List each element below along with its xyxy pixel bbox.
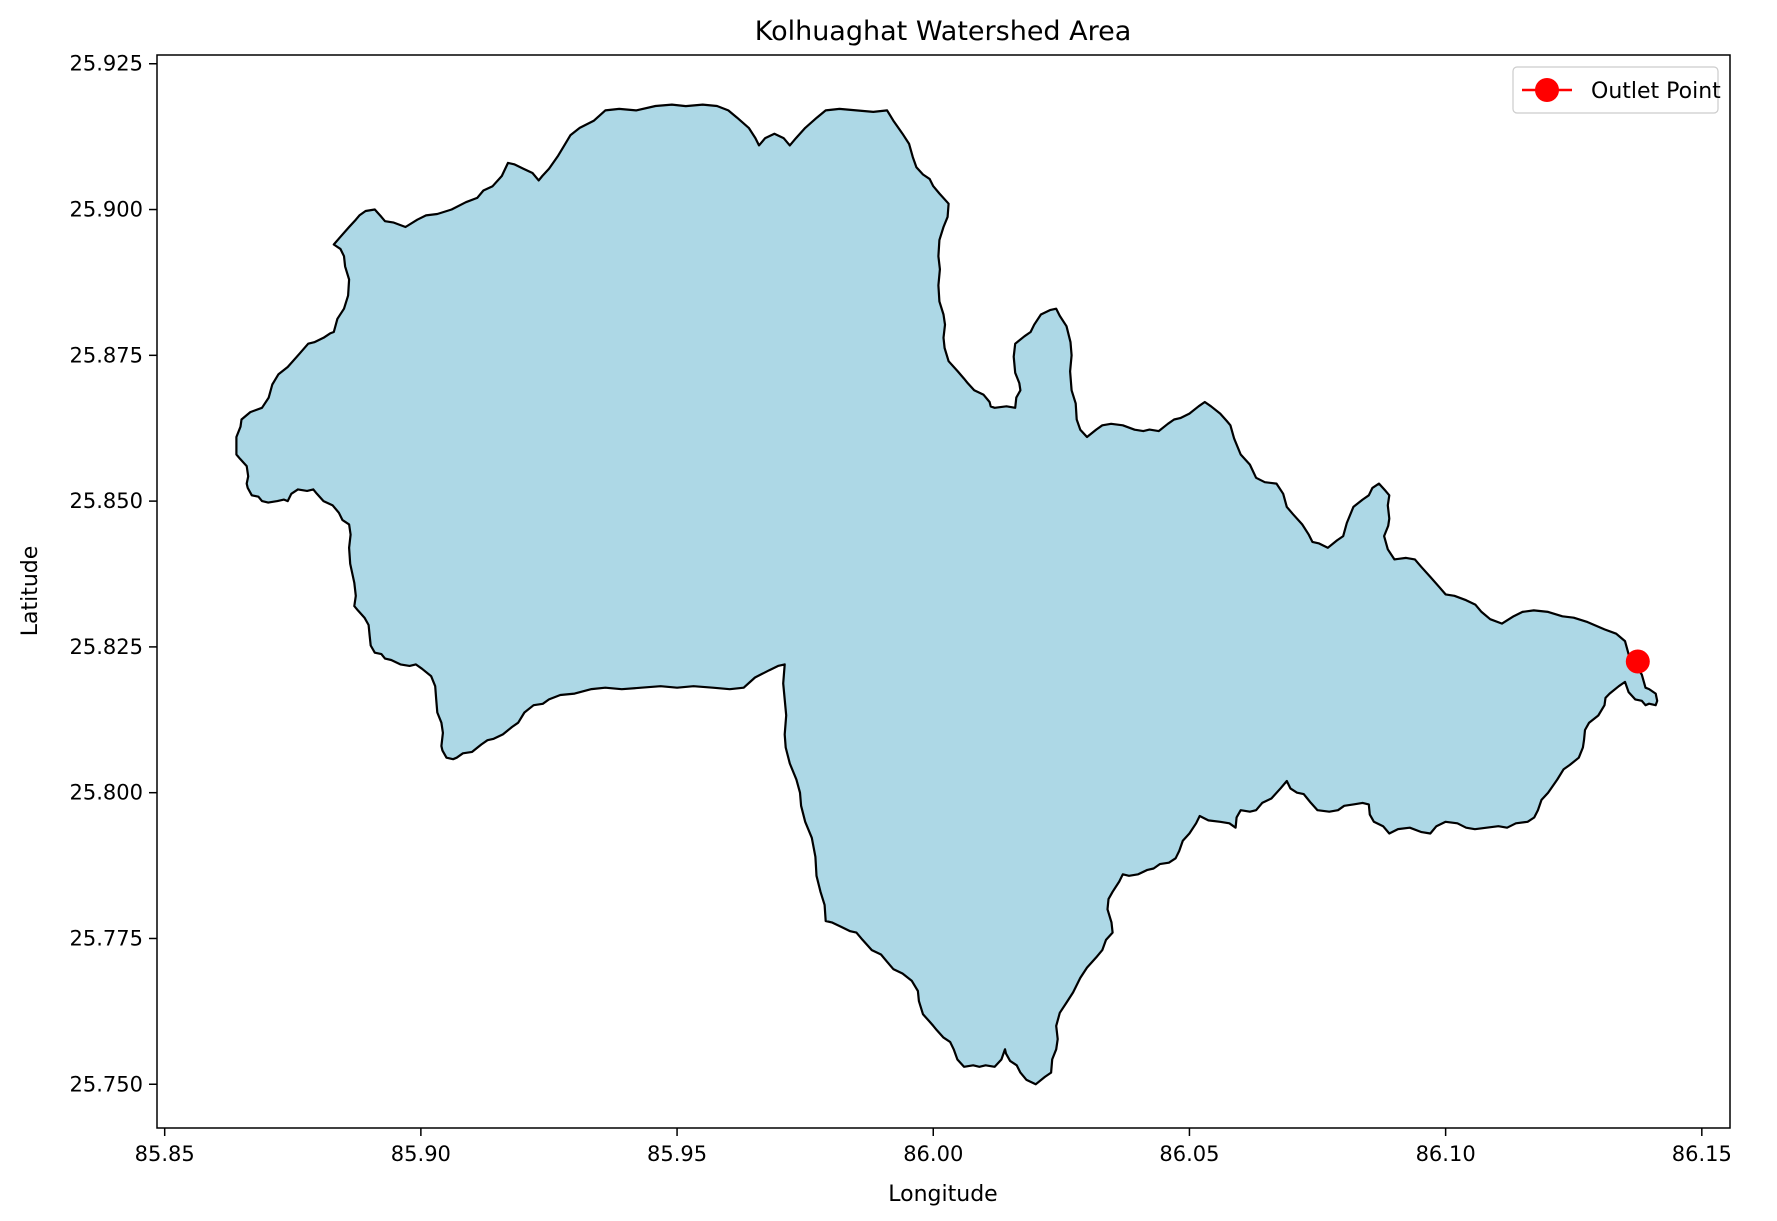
- y-tick-label: 25.775: [70, 926, 143, 950]
- y-tick-label: 25.875: [70, 343, 143, 367]
- y-axis-ticks: 25.750 25.775 25.800 25.825 25.850 25.875 25.9…: [70, 52, 157, 1096]
- x-tick-label: 85.85: [135, 1142, 195, 1166]
- x-axis-ticks: 85.85 85.90 85.95 86.00 86.05 86.10 86.15: [135, 1128, 1732, 1166]
- legend: Outlet Point: [1512, 66, 1721, 114]
- y-tick-label: 25.825: [70, 635, 143, 659]
- y-axis-label: Latitude: [18, 546, 43, 637]
- legend-label: Outlet Point: [1591, 79, 1721, 104]
- watershed-polygon: [235, 103, 1659, 1086]
- legend-marker-sample: [1535, 78, 1559, 102]
- y-tick-label: 25.850: [70, 489, 143, 513]
- y-tick-label: 25.900: [70, 198, 143, 222]
- x-axis-label: Longitude: [888, 1182, 997, 1207]
- plot-area: [157, 55, 1730, 1128]
- y-tick-label: 25.800: [70, 781, 143, 805]
- x-tick-label: 86.15: [1672, 1142, 1732, 1166]
- y-tick-label: 25.925: [70, 52, 143, 76]
- x-tick-label: 85.95: [647, 1142, 707, 1166]
- chart-title: Kolhuaghat Watershed Area: [755, 16, 1132, 47]
- outlet-point-dot: [1625, 649, 1650, 674]
- x-tick-label: 86.10: [1416, 1142, 1476, 1166]
- axes-frame: [156, 54, 1731, 1129]
- x-tick-label: 85.90: [391, 1142, 451, 1166]
- outlet-point-marker: [1625, 649, 1650, 674]
- y-tick-label: 25.750: [70, 1072, 143, 1096]
- x-tick-label: 86.05: [1159, 1142, 1219, 1166]
- legend-box: [1512, 66, 1719, 114]
- x-tick-label: 86.00: [903, 1142, 963, 1166]
